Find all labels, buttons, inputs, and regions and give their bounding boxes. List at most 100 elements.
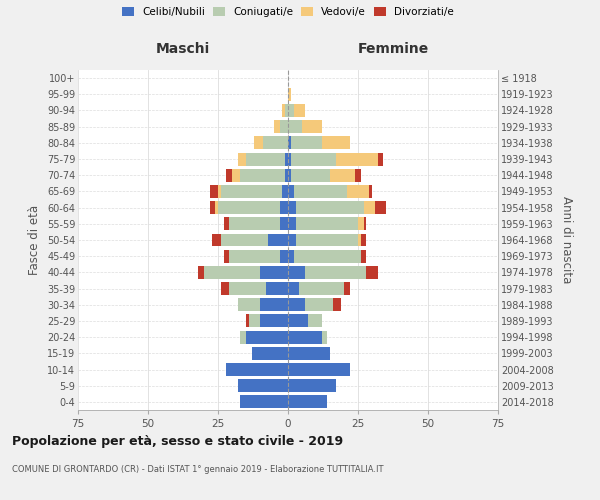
Bar xyxy=(238,379,288,392)
Bar xyxy=(305,298,333,311)
Bar xyxy=(288,282,299,295)
Bar xyxy=(263,136,288,149)
Bar xyxy=(238,298,260,311)
Bar xyxy=(224,250,229,262)
Bar xyxy=(218,201,280,214)
Bar xyxy=(361,250,367,262)
Bar xyxy=(283,104,285,117)
Bar xyxy=(291,152,335,166)
Bar xyxy=(288,363,350,376)
Bar xyxy=(199,266,204,279)
Bar xyxy=(280,201,288,214)
Bar xyxy=(355,169,361,181)
Bar xyxy=(308,314,322,328)
Bar xyxy=(322,136,350,149)
Bar xyxy=(361,234,367,246)
Bar xyxy=(246,152,285,166)
Bar xyxy=(367,266,377,279)
Bar xyxy=(241,396,288,408)
Text: Popolazione per età, sesso e stato civile - 2019: Popolazione per età, sesso e stato civil… xyxy=(12,435,343,448)
Bar xyxy=(260,266,288,279)
Bar xyxy=(333,298,341,311)
Bar xyxy=(377,152,383,166)
Bar xyxy=(288,250,293,262)
Bar xyxy=(254,136,263,149)
Bar xyxy=(293,185,347,198)
Bar xyxy=(221,282,229,295)
Bar xyxy=(209,185,218,198)
Bar xyxy=(218,185,221,198)
Y-axis label: Anni di nascita: Anni di nascita xyxy=(560,196,573,284)
Bar xyxy=(232,169,241,181)
Bar xyxy=(229,250,280,262)
Bar xyxy=(364,218,367,230)
Bar xyxy=(266,282,288,295)
Bar xyxy=(293,250,361,262)
Bar xyxy=(241,169,285,181)
Bar xyxy=(251,347,288,360)
Bar xyxy=(260,298,288,311)
Bar xyxy=(268,234,288,246)
Bar xyxy=(369,185,372,198)
Bar xyxy=(226,363,288,376)
Bar xyxy=(280,218,288,230)
Bar xyxy=(238,152,246,166)
Bar xyxy=(229,218,280,230)
Bar xyxy=(274,120,280,133)
Bar xyxy=(335,152,377,166)
Y-axis label: Fasce di età: Fasce di età xyxy=(28,205,41,275)
Bar xyxy=(291,169,330,181)
Bar xyxy=(291,136,322,149)
Bar xyxy=(344,282,350,295)
Bar xyxy=(322,330,327,344)
Bar xyxy=(288,88,291,101)
Bar xyxy=(260,314,288,328)
Bar xyxy=(246,330,288,344)
Bar xyxy=(302,120,322,133)
Bar xyxy=(288,169,291,181)
Bar xyxy=(296,234,358,246)
Bar xyxy=(288,347,330,360)
Bar xyxy=(283,185,288,198)
Bar xyxy=(280,250,288,262)
Bar xyxy=(305,266,367,279)
Bar xyxy=(221,234,268,246)
Text: Maschi: Maschi xyxy=(156,42,210,56)
Bar xyxy=(224,218,229,230)
Legend: Celibi/Nubili, Coniugati/e, Vedovi/e, Divorziati/e: Celibi/Nubili, Coniugati/e, Vedovi/e, Di… xyxy=(122,7,454,17)
Bar xyxy=(347,185,369,198)
Bar xyxy=(212,234,221,246)
Bar xyxy=(330,169,355,181)
Bar xyxy=(288,314,308,328)
Bar xyxy=(285,169,288,181)
Text: COMUNE DI GRONTARDO (CR) - Dati ISTAT 1° gennaio 2019 - Elaborazione TUTTITALIA.: COMUNE DI GRONTARDO (CR) - Dati ISTAT 1°… xyxy=(12,465,383,474)
Bar xyxy=(288,396,327,408)
Bar xyxy=(249,314,260,328)
Bar xyxy=(375,201,386,214)
Bar xyxy=(288,104,293,117)
Bar xyxy=(288,218,296,230)
Bar xyxy=(241,330,246,344)
Bar xyxy=(364,201,375,214)
Bar xyxy=(296,218,358,230)
Bar xyxy=(209,201,215,214)
Bar xyxy=(288,136,291,149)
Bar xyxy=(215,201,218,214)
Bar xyxy=(280,120,288,133)
Bar xyxy=(285,104,288,117)
Bar xyxy=(288,185,293,198)
Bar xyxy=(285,152,288,166)
Bar xyxy=(288,120,302,133)
Bar xyxy=(288,266,305,279)
Bar xyxy=(293,104,305,117)
Bar xyxy=(358,234,361,246)
Bar xyxy=(288,379,335,392)
Bar xyxy=(288,201,296,214)
Bar xyxy=(204,266,260,279)
Bar xyxy=(226,169,232,181)
Bar xyxy=(288,152,291,166)
Bar xyxy=(229,282,266,295)
Bar xyxy=(246,314,249,328)
Bar xyxy=(299,282,344,295)
Bar xyxy=(296,201,364,214)
